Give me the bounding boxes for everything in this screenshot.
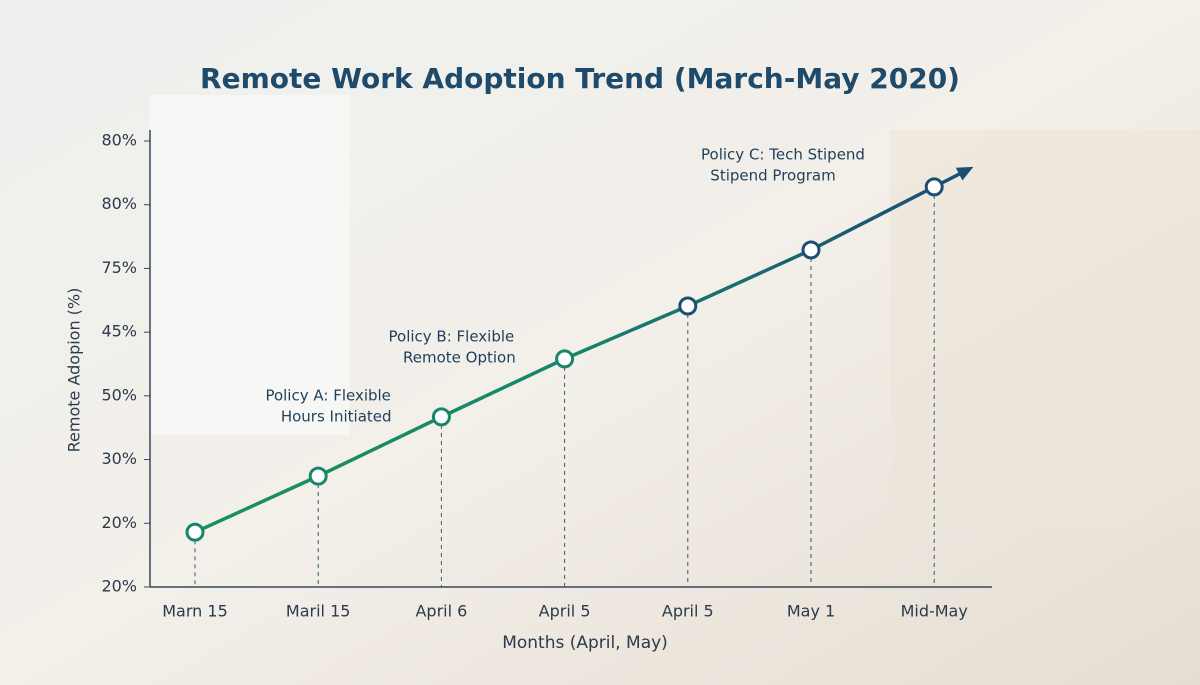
point [924, 177, 944, 197]
point [308, 466, 328, 486]
point [801, 240, 821, 260]
y-tick-label: 80% [101, 131, 137, 150]
annotation: Policy C: Tech Stipend [701, 145, 865, 163]
x-tick-label: Maril 15 [286, 602, 351, 621]
point [185, 522, 205, 542]
y-tick-label: 80% [101, 194, 137, 213]
x-tick-label: April 5 [662, 602, 714, 621]
y-axis-label: Remote Adopion (%) [65, 288, 84, 453]
point [555, 349, 575, 369]
y-tick-label: 20% [101, 513, 137, 532]
x-tick-label: Marn 15 [162, 602, 228, 621]
window [150, 95, 350, 435]
x-tick-label: April 5 [539, 602, 591, 621]
arrow-head [955, 166, 974, 181]
x-tick-label: May 1 [787, 602, 835, 621]
x-axis-label: Months (April, May) [502, 633, 668, 653]
y-tick-label: 30% [101, 449, 137, 468]
chart-title: Remote Work Adoption Trend (March-May 20… [200, 62, 960, 95]
y-tick-label: 75% [101, 258, 137, 277]
annotation: Remote Option [403, 348, 516, 366]
x-tick-label: Mid-May [901, 602, 968, 621]
shelf [890, 130, 1200, 530]
annotation: Policy B: Flexible [389, 327, 515, 345]
y-tick-label: 20% [101, 577, 137, 596]
annotation: Hours Initiated [281, 408, 392, 426]
annotation: Stipend Program [710, 166, 835, 184]
y-tick-label: 50% [101, 385, 137, 404]
point [678, 296, 698, 316]
point [431, 407, 451, 427]
y-tick-label: 45% [101, 322, 137, 341]
x-tick-label: April 6 [415, 602, 467, 621]
annotation: Policy A: Flexible [265, 387, 390, 405]
